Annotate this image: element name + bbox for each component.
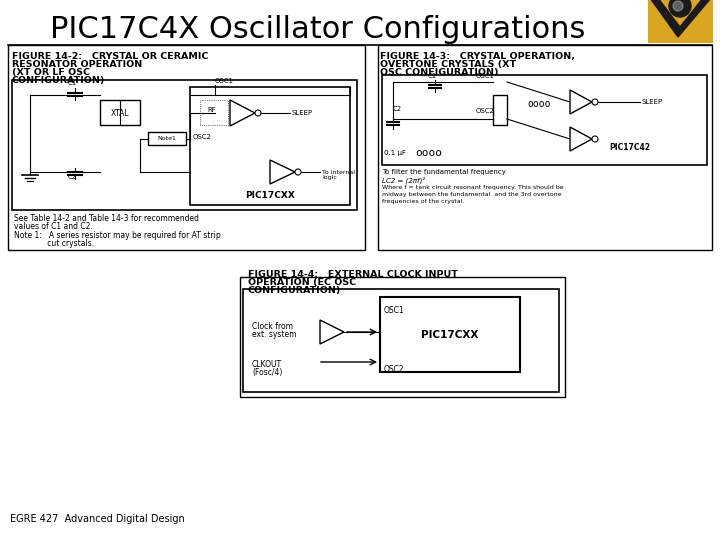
Text: OVERTONE CRYSTALS (XT: OVERTONE CRYSTALS (XT xyxy=(380,60,516,69)
Text: FIGURE 14-3:   CRYSTAL OPERATION,: FIGURE 14-3: CRYSTAL OPERATION, xyxy=(380,52,575,61)
Bar xyxy=(8,45,365,250)
Text: (XT OR LF OSC: (XT OR LF OSC xyxy=(12,68,90,77)
Text: FIGURE 14-4:   EXTERNAL CLOCK INPUT: FIGURE 14-4: EXTERNAL CLOCK INPUT xyxy=(248,270,458,279)
Text: OPERATION (EC OSC: OPERATION (EC OSC xyxy=(248,278,356,287)
Text: oooo: oooo xyxy=(527,99,551,109)
Polygon shape xyxy=(570,90,592,114)
Bar xyxy=(493,95,507,125)
Text: EGRE 427  Advanced Digital Design: EGRE 427 Advanced Digital Design xyxy=(10,514,185,524)
Text: Note 1:   A series resistor may be required for AT strip: Note 1: A series resistor may be require… xyxy=(14,231,221,240)
Text: XTAL: XTAL xyxy=(111,109,130,118)
Text: Where f = tank circuit resonant frequency. This should be: Where f = tank circuit resonant frequenc… xyxy=(382,185,564,190)
Text: OSC2: OSC2 xyxy=(193,134,212,140)
Text: LC2 = (2πf)²: LC2 = (2πf)² xyxy=(382,177,425,185)
Bar xyxy=(190,87,350,205)
Text: frequencies of the crystal.: frequencies of the crystal. xyxy=(382,199,464,204)
Bar xyxy=(380,297,520,372)
Bar xyxy=(100,100,140,125)
Text: SLEEP: SLEEP xyxy=(292,110,313,116)
Text: PIC17C42: PIC17C42 xyxy=(610,143,650,152)
Text: oooo: oooo xyxy=(415,148,442,158)
Text: OSC2: OSC2 xyxy=(384,365,405,374)
Bar xyxy=(243,289,559,392)
Circle shape xyxy=(673,1,683,11)
Text: FIGURE 14-2:   CRYSTAL OR CERAMIC: FIGURE 14-2: CRYSTAL OR CERAMIC xyxy=(12,52,208,61)
Polygon shape xyxy=(650,0,711,37)
Text: CONFIGURATION): CONFIGURATION) xyxy=(248,286,341,295)
Text: OSC CONFIGURATION): OSC CONFIGURATION) xyxy=(380,68,498,77)
Circle shape xyxy=(592,136,598,142)
Text: C2: C2 xyxy=(68,174,77,180)
Text: midway between the fundamental  and the 3rd overtone: midway between the fundamental and the 3… xyxy=(382,192,562,197)
Text: To internal: To internal xyxy=(322,170,355,174)
Text: C1: C1 xyxy=(428,73,437,79)
Text: PIC17CXX: PIC17CXX xyxy=(245,191,295,200)
Text: PIC17CXX: PIC17CXX xyxy=(421,330,479,340)
Text: OSC1: OSC1 xyxy=(384,306,405,315)
Circle shape xyxy=(669,0,691,17)
Text: (Fosc/4): (Fosc/4) xyxy=(252,368,282,377)
Bar xyxy=(148,132,186,145)
Text: logic: logic xyxy=(322,176,337,180)
Text: OSC1: OSC1 xyxy=(476,73,495,79)
Text: OSC1: OSC1 xyxy=(215,78,234,84)
Bar xyxy=(240,277,565,397)
Text: RESONATOR OPERATION: RESONATOR OPERATION xyxy=(12,60,143,69)
Text: CONFIGURATION): CONFIGURATION) xyxy=(12,76,105,85)
Text: values of C1 and C2.: values of C1 and C2. xyxy=(14,222,93,231)
Bar xyxy=(382,75,707,165)
Text: See Table 14-2 and Table 14-3 for recommended: See Table 14-2 and Table 14-3 for recomm… xyxy=(14,214,199,223)
Bar xyxy=(648,0,713,43)
Bar xyxy=(12,80,357,210)
Text: C2: C2 xyxy=(393,106,402,112)
Polygon shape xyxy=(270,160,295,184)
Text: Clock from: Clock from xyxy=(252,322,293,331)
Text: Note1: Note1 xyxy=(158,137,176,141)
Text: OSC2: OSC2 xyxy=(476,108,495,114)
Circle shape xyxy=(255,110,261,116)
Bar xyxy=(200,100,228,125)
Text: 0.1 µF: 0.1 µF xyxy=(384,150,406,156)
Circle shape xyxy=(295,169,301,175)
Polygon shape xyxy=(570,127,592,151)
Text: ext. system: ext. system xyxy=(252,330,297,339)
Text: CLKOUT: CLKOUT xyxy=(252,360,282,369)
Bar xyxy=(378,45,712,250)
Polygon shape xyxy=(230,100,255,126)
Polygon shape xyxy=(320,320,344,344)
Text: RF: RF xyxy=(207,107,216,113)
Text: PIC17C4X Oscillator Configurations: PIC17C4X Oscillator Configurations xyxy=(50,16,585,44)
Text: cut crystals.: cut crystals. xyxy=(14,239,94,248)
Text: SLEEP: SLEEP xyxy=(642,99,663,105)
Text: To filter the fundamental frequency: To filter the fundamental frequency xyxy=(382,169,506,175)
Circle shape xyxy=(592,99,598,105)
Text: C1: C1 xyxy=(68,80,77,86)
